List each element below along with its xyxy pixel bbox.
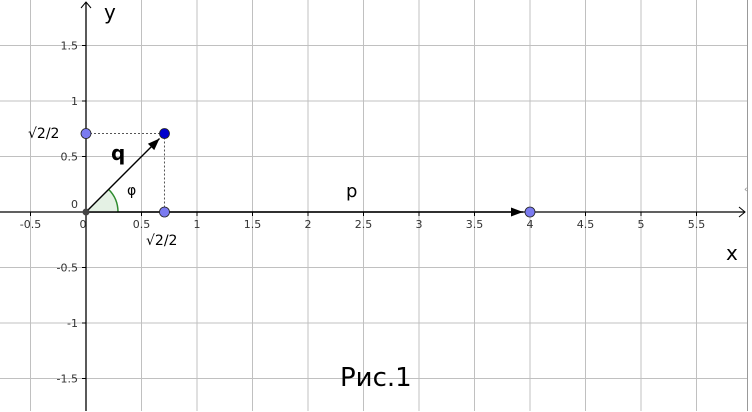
x-tick-label: 4.5 <box>577 218 595 231</box>
angle-arc <box>108 188 119 213</box>
sqrt-label-x: √2/2 <box>146 233 177 249</box>
x-tick-label: 2 <box>305 218 312 231</box>
point[interactable] <box>80 128 92 139</box>
x-tick-label: 4 <box>527 218 534 231</box>
vector-p-label: p <box>346 181 357 202</box>
point[interactable] <box>524 206 536 218</box>
y-tick-label: -0.5 <box>57 262 78 275</box>
y-axis-label: y <box>104 0 116 24</box>
point[interactable] <box>159 128 170 139</box>
y-tick-label: 1.5 <box>61 40 79 53</box>
vector-q-label: q <box>111 141 125 165</box>
x-tick-label: -0.5 <box>20 218 41 231</box>
vector-q-arrowhead <box>147 138 160 151</box>
x-tick-label: 3.5 <box>466 218 484 231</box>
point[interactable] <box>159 206 170 218</box>
y-tick-label: -1 <box>67 317 78 330</box>
x-tick-label: 2.5 <box>355 218 373 231</box>
vector-p-arrowhead <box>511 207 523 217</box>
sqrt-label-y: √2/2 <box>28 126 59 142</box>
figure-caption: Рис.1 <box>340 363 412 393</box>
origin-point <box>82 208 90 216</box>
y-tick-label: 1 <box>71 95 78 108</box>
x-tick-label: 3 <box>416 218 423 231</box>
collapse-arrow-icon[interactable]: ‹ <box>744 185 748 195</box>
x-tick-label: 5 <box>638 218 645 231</box>
y-tick-label: 0.5 <box>61 151 79 164</box>
vector-q <box>85 137 161 213</box>
x-axis-label: x <box>726 241 738 265</box>
angle-sector <box>86 189 118 212</box>
tick-labels: -0.5 0 0.5 1 1.5 2 2.5 3 3.5 4 4.5 5 5.5 1.5 1 0.5 0 -0.5… <box>20 40 705 386</box>
marks <box>80 128 536 218</box>
y-tick-label: -1.5 <box>57 373 78 386</box>
x-axis-arrow-icon <box>738 206 746 218</box>
x-tick-label: 0.5 <box>133 218 151 231</box>
angle-label: φ <box>127 183 136 199</box>
x-tick-label: 5.5 <box>688 218 706 231</box>
x-tick-label: 0 <box>80 218 87 231</box>
y-tick-label: 0 <box>71 198 78 211</box>
y-axis-arrow-icon <box>80 1 92 9</box>
x-tick-label: 1 <box>194 218 201 231</box>
x-tick-label: 1.5 <box>244 218 262 231</box>
